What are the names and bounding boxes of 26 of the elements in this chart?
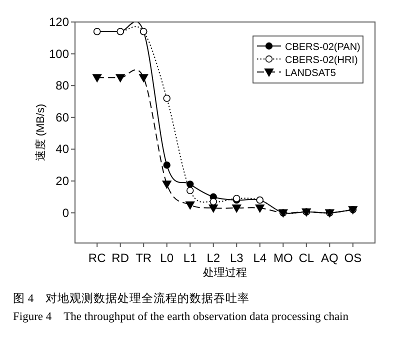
y-tick-label: 80 (56, 78, 70, 93)
x-tick-label: L0 (160, 251, 174, 265)
x-tick-label: MO (273, 251, 293, 265)
legend-label: LANDSAT5 (285, 68, 336, 79)
x-axis-title: 处理过程 (203, 266, 247, 279)
y-tick-label: 60 (56, 110, 70, 124)
x-tick-label: L1 (183, 251, 198, 265)
caption: Figure 4 The throughput of the earth observation data processing chain (13, 311, 349, 323)
caption: 图 4 对地观测数据处理全流程的数据吞吐率 (13, 291, 250, 305)
x-tick-label: OS (344, 251, 362, 265)
y-axis-title: 速度 (MB/s) (34, 104, 47, 162)
x-tick-label: CL (298, 251, 314, 265)
x-tick-label: L2 (206, 251, 220, 265)
legend-label: CBERS-02(PAN) (285, 42, 360, 53)
y-tick-label: 40 (56, 142, 70, 156)
y-tick-label: 0 (62, 206, 70, 220)
x-tick-label: TR (136, 251, 152, 265)
y-tick-label: 120 (48, 15, 70, 29)
legend-label: CBERS-02(HRI) (285, 55, 358, 66)
y-tick-label: 20 (56, 174, 70, 188)
x-tick-label: RD (112, 251, 130, 265)
x-tick-label: L4 (253, 251, 267, 265)
x-tick-label: RC (88, 251, 106, 265)
x-tick-label: L3 (230, 251, 244, 265)
y-tick-label: 100 (48, 46, 70, 61)
x-tick-label: AQ (320, 251, 338, 265)
